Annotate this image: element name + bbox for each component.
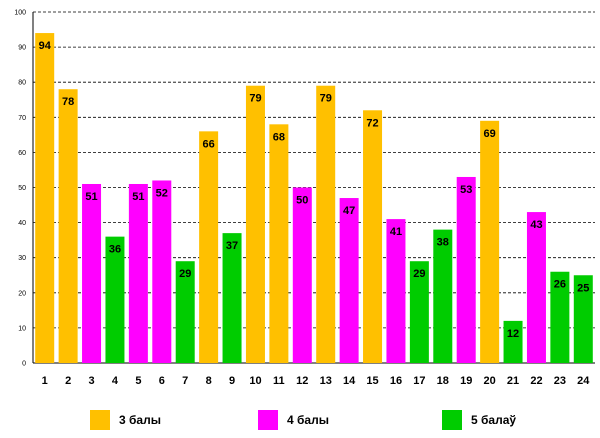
legend-item-4-baly: 4 балы xyxy=(258,410,329,430)
legend: 3 балы 4 балы 5 балаў xyxy=(0,410,600,436)
data-label-8: 66 xyxy=(203,138,215,150)
bar-5 xyxy=(128,183,148,363)
bar-3 xyxy=(82,183,102,363)
y-tick-label-0: 0 xyxy=(22,361,26,368)
data-label-14: 47 xyxy=(343,205,355,217)
bar-20 xyxy=(480,120,500,363)
y-tick-label-40: 40 xyxy=(18,220,26,227)
data-label-11: 68 xyxy=(273,131,285,143)
bar-23 xyxy=(550,271,570,363)
bar-22 xyxy=(526,212,546,363)
data-label-9: 37 xyxy=(226,240,238,252)
bar-4 xyxy=(105,236,125,363)
bar-6 xyxy=(152,180,172,363)
bar-7 xyxy=(175,261,195,363)
data-label-3: 51 xyxy=(85,191,97,203)
y-tick-label-100: 100 xyxy=(14,10,26,17)
x-tick-label-21: 21 xyxy=(507,375,519,387)
x-tick-label-13: 13 xyxy=(320,375,332,387)
x-tick-label-4: 4 xyxy=(112,375,119,387)
data-label-4: 36 xyxy=(109,244,121,256)
y-tick-label-70: 70 xyxy=(18,115,26,122)
x-tick-label-14: 14 xyxy=(343,375,356,387)
x-tick-label-3: 3 xyxy=(88,375,94,387)
legend-item-5-balau: 5 балаў xyxy=(442,410,516,430)
bar-12 xyxy=(292,187,312,363)
legend-label-4-baly: 4 балы xyxy=(287,413,329,427)
x-tick-label-15: 15 xyxy=(366,375,378,387)
legend-swatch-3-baly xyxy=(90,410,110,430)
x-tick-label-17: 17 xyxy=(413,375,425,387)
bar-24 xyxy=(573,275,593,363)
data-label-5: 51 xyxy=(132,191,144,203)
data-label-7: 29 xyxy=(179,268,191,280)
bar-13 xyxy=(316,85,336,364)
bar-14 xyxy=(339,198,359,363)
x-tick-label-5: 5 xyxy=(135,375,141,387)
y-tick-label-20: 20 xyxy=(18,290,26,297)
x-tick-label-9: 9 xyxy=(229,375,235,387)
x-tick-label-22: 22 xyxy=(530,375,542,387)
x-tick-label-19: 19 xyxy=(460,375,472,387)
bar-11 xyxy=(269,124,289,363)
y-tick-label-60: 60 xyxy=(18,150,26,157)
y-tick-label-50: 50 xyxy=(18,185,26,192)
data-label-21: 12 xyxy=(507,328,519,340)
bar-1 xyxy=(35,33,55,364)
x-tick-label-10: 10 xyxy=(249,375,261,387)
x-tick-label-2: 2 xyxy=(65,375,71,387)
data-label-16: 41 xyxy=(390,226,402,238)
data-label-15: 72 xyxy=(366,117,378,129)
y-tick-label-80: 80 xyxy=(18,80,26,87)
bar-19 xyxy=(456,176,476,363)
x-tick-label-6: 6 xyxy=(159,375,165,387)
x-tick-label-16: 16 xyxy=(390,375,402,387)
x-tick-label-20: 20 xyxy=(484,375,496,387)
data-label-1: 94 xyxy=(39,40,52,52)
legend-label-5-balau: 5 балаў xyxy=(471,413,517,427)
data-label-6: 52 xyxy=(156,187,168,199)
bar-17 xyxy=(409,261,429,363)
bar-10 xyxy=(245,85,265,364)
bar-8 xyxy=(199,131,219,363)
x-tick-label-11: 11 xyxy=(273,375,285,387)
data-label-20: 69 xyxy=(484,128,496,140)
y-tick-label-30: 30 xyxy=(18,255,26,262)
x-tick-label-23: 23 xyxy=(554,375,566,387)
data-label-18: 38 xyxy=(437,237,449,249)
x-tick-label-8: 8 xyxy=(206,375,212,387)
y-tick-label-90: 90 xyxy=(18,45,26,52)
data-label-2: 78 xyxy=(62,96,74,108)
bar-16 xyxy=(386,219,406,363)
bar-21 xyxy=(503,320,523,363)
legend-swatch-4-baly xyxy=(258,410,278,430)
bar-15 xyxy=(363,110,383,363)
x-tick-label-24: 24 xyxy=(577,375,590,387)
bar-2 xyxy=(58,89,78,363)
data-label-17: 29 xyxy=(413,268,425,280)
x-tick-label-12: 12 xyxy=(296,375,308,387)
bar-18 xyxy=(433,229,453,363)
data-label-12: 50 xyxy=(296,195,308,207)
data-label-24: 25 xyxy=(577,282,589,294)
y-tick-label-10: 10 xyxy=(18,325,26,332)
x-tick-label-1: 1 xyxy=(42,375,48,387)
data-label-22: 43 xyxy=(530,219,542,231)
x-tick-label-7: 7 xyxy=(182,375,188,387)
legend-item-3-baly: 3 балы xyxy=(90,410,161,430)
data-label-13: 79 xyxy=(320,93,332,105)
legend-swatch-5-balau xyxy=(442,410,462,430)
bar-chart: 0102030405060708090100941782513364515526… xyxy=(14,10,595,387)
legend-label-3-baly: 3 балы xyxy=(119,413,161,427)
data-label-23: 26 xyxy=(554,279,566,291)
x-tick-label-18: 18 xyxy=(437,375,449,387)
bar-9 xyxy=(222,233,242,363)
data-label-10: 79 xyxy=(249,93,261,105)
data-label-19: 53 xyxy=(460,184,472,196)
